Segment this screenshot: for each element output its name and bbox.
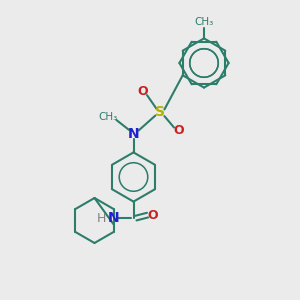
Text: H: H xyxy=(97,212,106,225)
Text: N: N xyxy=(108,211,119,225)
Text: S: S xyxy=(155,106,166,119)
Text: CH₃: CH₃ xyxy=(98,112,118,122)
Text: O: O xyxy=(173,124,184,137)
Text: O: O xyxy=(137,85,148,98)
Text: O: O xyxy=(148,208,158,222)
Text: N: N xyxy=(128,127,139,140)
Text: CH₃: CH₃ xyxy=(194,17,214,27)
